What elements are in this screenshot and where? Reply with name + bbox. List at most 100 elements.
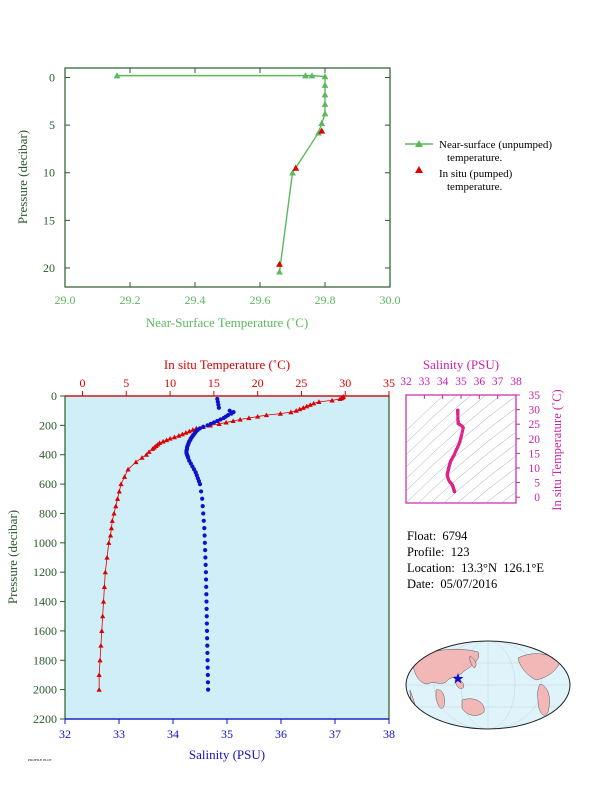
ts-point (459, 437, 463, 441)
ts-sal-tick-label: 34 (437, 376, 449, 388)
profile-temp-tick-label: 10 (164, 376, 176, 390)
temperature-point (125, 466, 131, 472)
ts-density-contour (417, 419, 516, 503)
salinity-point (229, 411, 234, 416)
ns-xtick-label: 29.4 (185, 293, 206, 307)
profile-ytick-label: 1200 (33, 565, 57, 579)
near-surface-point (321, 73, 329, 80)
legend-label-near-surface: Near-surface (unpumped) temperature. (439, 139, 552, 164)
ts-sal-tick-label: 32 (400, 376, 412, 388)
profile-temp-tick-label: 35 (383, 376, 395, 390)
temperature-point (160, 438, 166, 444)
profile-temp-tick-label: 15 (208, 376, 220, 390)
ts-axes: 32 33 34 35 36 37 38 0 5 10 15 20 25 30 35 (400, 376, 540, 504)
near-surface-point (321, 110, 329, 117)
profile-ytick-label: 800 (39, 506, 57, 520)
salinity-point (205, 680, 211, 685)
profile-sal-tick-label: 34 (167, 727, 179, 741)
temperature-point (111, 510, 117, 516)
temperature-point (288, 409, 294, 415)
salinity-point (211, 420, 217, 425)
salinity-point (216, 405, 221, 410)
profile-ytick-label: 1000 (33, 536, 57, 550)
salinity-point (202, 526, 207, 531)
salinity-point (203, 570, 209, 575)
temperature-point (183, 430, 189, 435)
date: Date: 05/07/2016 (407, 577, 498, 591)
temperature-point (109, 518, 115, 523)
profile-xlabel: Salinity (PSU) (189, 747, 265, 762)
temperature-point (99, 628, 105, 633)
salinity-point (204, 599, 209, 604)
ts-density-contour (406, 395, 502, 480)
profile-temp-tick-label: 25 (295, 376, 307, 390)
profile-temp-tick-label: 20 (252, 376, 264, 390)
temperature-point (300, 405, 306, 410)
salinity-point (203, 577, 209, 582)
ts-point (459, 434, 463, 438)
temperature-point (114, 496, 121, 501)
in-situ-point (276, 260, 283, 267)
salinity-point (221, 415, 226, 421)
ts-point (456, 412, 460, 416)
profile-ytick-label: 1400 (33, 595, 57, 609)
temperature-point (100, 598, 107, 604)
profile-sal-tick-label: 36 (275, 727, 287, 741)
temperature-point (107, 532, 114, 538)
float-id: Float: 6794 (407, 529, 468, 543)
temperature-point (329, 397, 335, 403)
salinity-point (204, 614, 209, 619)
ts-point (456, 409, 460, 413)
ns-xtick-label: 29.2 (120, 293, 141, 307)
ns-xtick-label: 29.0 (55, 293, 76, 307)
ns-ytick-label: 0 (49, 71, 55, 85)
profile-temp-tick-label: 0 (80, 376, 86, 390)
ts-temp-tick-label: 20 (529, 434, 541, 446)
salinity-point (204, 592, 209, 597)
salinity-point (197, 481, 203, 487)
ts-point (446, 477, 451, 481)
profile-number: Profile: 123 (407, 545, 470, 559)
temperature-point (113, 503, 119, 509)
temperature-point (100, 613, 106, 619)
temperature-point (133, 459, 139, 465)
salinity-point (200, 496, 205, 501)
ts-sal-tick-label: 36 (474, 376, 486, 388)
profile-ytick-label: 200 (39, 418, 57, 432)
salinity-point (201, 511, 206, 516)
salinity-point (203, 555, 208, 560)
profile-ytick-label: 600 (39, 477, 57, 491)
temperature-point (316, 399, 322, 404)
salinity-point (203, 562, 208, 567)
profile-axes: 0 5 10 15 20 25 30 35 32 33 34 35 36 37 38 0 200 400 600 80… (33, 376, 395, 741)
location-map (405, 640, 571, 730)
temperature-point (116, 488, 122, 494)
near-surface-point (318, 119, 326, 126)
temperature-point (297, 406, 303, 412)
profile-title-top: In situ Temperature (˚C) (164, 357, 290, 372)
float-location-marker (452, 673, 464, 684)
temperature-point (101, 584, 108, 589)
ts-temp-tick-label: 35 (529, 390, 541, 402)
salinity-point (200, 504, 205, 509)
temperature-point (121, 474, 128, 479)
profile-sal-tick-label: 33 (113, 727, 125, 741)
near-surface-point (276, 268, 283, 275)
ns-ytick-label: 20 (43, 261, 55, 275)
salinity-point (203, 548, 208, 553)
ts-density-contour (443, 443, 516, 503)
temperature-point (337, 396, 343, 402)
location: Location: 13.3°N 126.1°E (407, 561, 545, 575)
temperature-point (230, 418, 236, 424)
ts-density-contour (430, 431, 516, 503)
temperature-point (186, 428, 192, 434)
ts-temp-tick-label: 30 (529, 405, 541, 417)
in-situ-point (292, 164, 300, 171)
temperature-point (98, 642, 104, 648)
ts-density-contour (406, 395, 487, 468)
ts-temp-tick-label: 15 (529, 448, 541, 460)
near-surface-axes: 29.0 29.2 29.4 29.6 29.8 30.0 0 5 10 15 20 (43, 68, 401, 307)
map-land (409, 648, 561, 717)
temperature-point (237, 416, 243, 422)
ns-ytick-label: 5 (49, 118, 55, 132)
